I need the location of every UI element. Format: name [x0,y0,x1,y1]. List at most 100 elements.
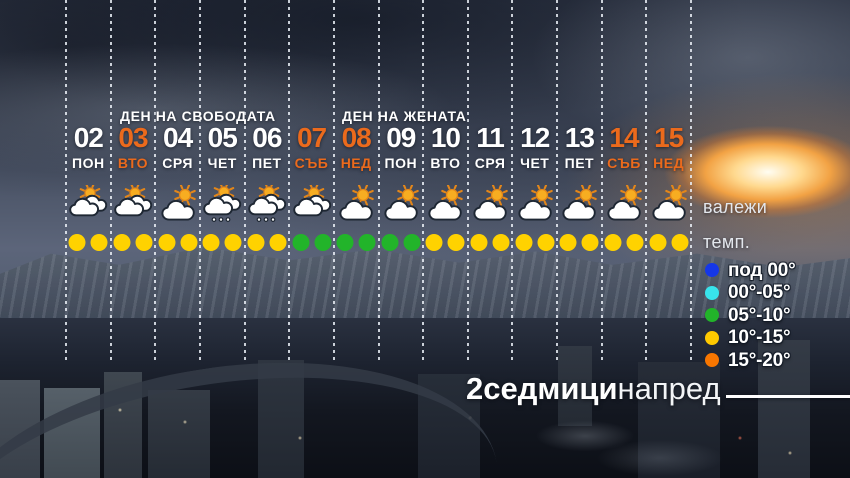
temp-dot [247,234,265,251]
column-divider-line [511,0,514,360]
temp-dot [381,234,399,251]
day-date: 08 [341,122,372,153]
temp-dot [314,234,332,251]
legend-row: 10°-15° [705,327,796,350]
program-title-bold: 2седмици [466,371,618,406]
temp-dot [671,234,689,251]
sun-behind-clouds-icon [68,182,108,223]
day-column: 04 СРЯ [155,0,200,260]
day-weekday: ПОН [72,155,105,171]
column-dividers [65,0,693,360]
day-column: 06 ПЕТ [245,0,290,260]
holiday-label-liberation-day: ДЕН НА СВОБОДАТА [120,108,276,124]
day-weekday: ПЕТ [252,155,282,171]
day-date: 15 [654,122,684,153]
column-divider-line [198,0,201,360]
day-column: 13 ПЕТ [557,0,602,260]
legend-label: 10°-15° [728,327,791,349]
column-divider-line [600,0,603,360]
day-column: 03 ВТО [111,0,156,260]
temp-dot [604,234,622,251]
temp-dot [336,234,354,251]
temp-dot [202,234,220,251]
day-column: 09 ПОН [378,0,423,260]
forecast-days-row: 02 ПОН 03 ВТО 04 СРЯ 05 ЧЕТ 06 ПЕТ 07 СЪБ 08 НЕД 09 ПОН… [66,0,691,260]
temp-dot [626,234,644,251]
sun-and-cloud-icon [425,184,465,223]
column-divider-line [422,0,425,360]
temp-dot [90,234,108,251]
legend-label: 15°-20° [728,349,791,371]
temperature-row-label: темп. [703,232,751,252]
day-column: 12 ЧЕТ [512,0,557,260]
sun-and-cloud-icon [649,184,689,223]
temp-dots [425,234,465,251]
holiday-label-womens-day: ДЕН НА ЖЕНАТА [342,108,467,124]
day-date: 05 [207,122,238,153]
column-divider-line [556,0,559,360]
sun-and-cloud-icon [515,184,555,223]
day-weekday: ПОН [384,155,418,171]
legend-color-dot [705,308,719,323]
temp-dot [135,234,153,251]
temp-dot [68,234,86,251]
legend-color-dot [705,330,719,345]
program-title-regular: напред [617,371,721,406]
day-column: 02 ПОН [66,0,111,260]
temp-dots [649,234,689,251]
sun-behind-clouds-icon [113,182,153,223]
day-weekday: ЧЕТ [520,155,550,171]
temp-dot [224,234,242,251]
legend-label: 05°-10° [728,304,791,326]
day-weekday: ПЕТ [564,155,595,171]
day-column: 07 СЪБ [289,0,334,260]
day-date: 07 [296,122,327,153]
day-weekday: СРЯ [162,155,193,171]
column-divider-line [65,0,67,360]
temp-dots [68,234,108,251]
day-weekday: ВТО [430,155,461,171]
column-divider-line [109,0,112,360]
temp-dot [113,234,131,251]
column-divider-line [288,0,291,360]
temp-dot [537,234,555,251]
day-date: 14 [609,122,639,153]
title-rule-line [726,395,850,398]
column-divider-line [645,0,648,360]
day-column: 08 НЕД [334,0,379,260]
city-skyline-background [0,318,850,478]
column-divider-line [466,0,469,360]
day-weekday: ВТО [117,155,149,171]
sun-and-cloud-icon [336,184,376,223]
day-date: 11 [476,122,505,153]
temp-dots [470,234,510,251]
day-date: 03 [118,122,148,153]
legend-label: под 00° [728,259,796,281]
day-weekday: НЕД [340,155,372,171]
day-weekday: СЪБ [607,155,641,171]
day-weekday: ЧЕТ [207,155,237,171]
column-divider-line [154,0,157,360]
day-column: 05 ЧЕТ [200,0,245,260]
temp-dots [381,234,421,251]
day-weekday: СРЯ [474,155,506,171]
temp-dots [113,234,153,251]
column-divider-line [332,0,335,360]
sun-and-cloud-icon [604,184,644,223]
temp-dots [247,234,287,251]
temp-dot [492,234,510,251]
day-date: 13 [564,122,595,153]
temp-dot [158,234,176,251]
temp-dots [158,234,198,251]
legend-row: под 00° [705,259,796,282]
sun-clouds-drizzle-icon [202,181,242,223]
legend-label: 00°-05° [728,282,791,304]
temp-dot [649,234,667,251]
temp-dots [515,234,555,251]
legend-color-dot [705,285,719,300]
temp-dot [581,234,599,251]
legend-row: 15°-20° [705,349,796,372]
column-divider-line [377,0,380,360]
temp-dots [559,234,599,251]
